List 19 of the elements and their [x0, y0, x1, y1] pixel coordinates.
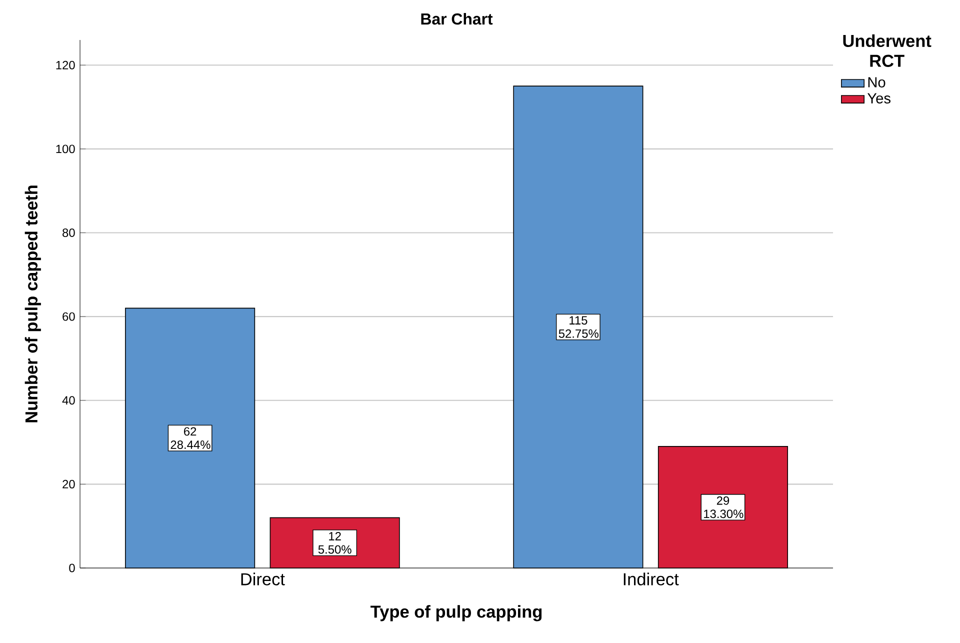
x-tick-label: Direct — [241, 572, 285, 586]
x-tick-label: Indirect — [624, 572, 679, 586]
y-tick-label: 120 — [56, 60, 75, 70]
y-axis-title: Number of pulp capped teeth — [24, 186, 41, 422]
data-label: 115 52.75% — [558, 316, 598, 338]
y-tick-label: 60 — [62, 312, 75, 321]
y-tick-label: 100 — [56, 144, 75, 154]
legend-title: Underwent RCT — [843, 34, 932, 67]
y-tick-label: 80 — [62, 228, 75, 237]
y-tick-label: 40 — [62, 396, 75, 405]
y-tick-label: 0 — [69, 564, 75, 572]
x-axis-title: Type of pulp capping — [370, 605, 542, 622]
data-label: 12 5.50% — [318, 532, 352, 554]
legend-label: No — [868, 77, 886, 88]
chart-title: Bar Chart — [421, 12, 493, 25]
data-label: 62 28.44% — [170, 427, 210, 449]
y-tick-label: 20 — [62, 480, 75, 488]
data-label: 29 13.30% — [704, 496, 744, 518]
legend-label: Yes — [867, 93, 890, 104]
